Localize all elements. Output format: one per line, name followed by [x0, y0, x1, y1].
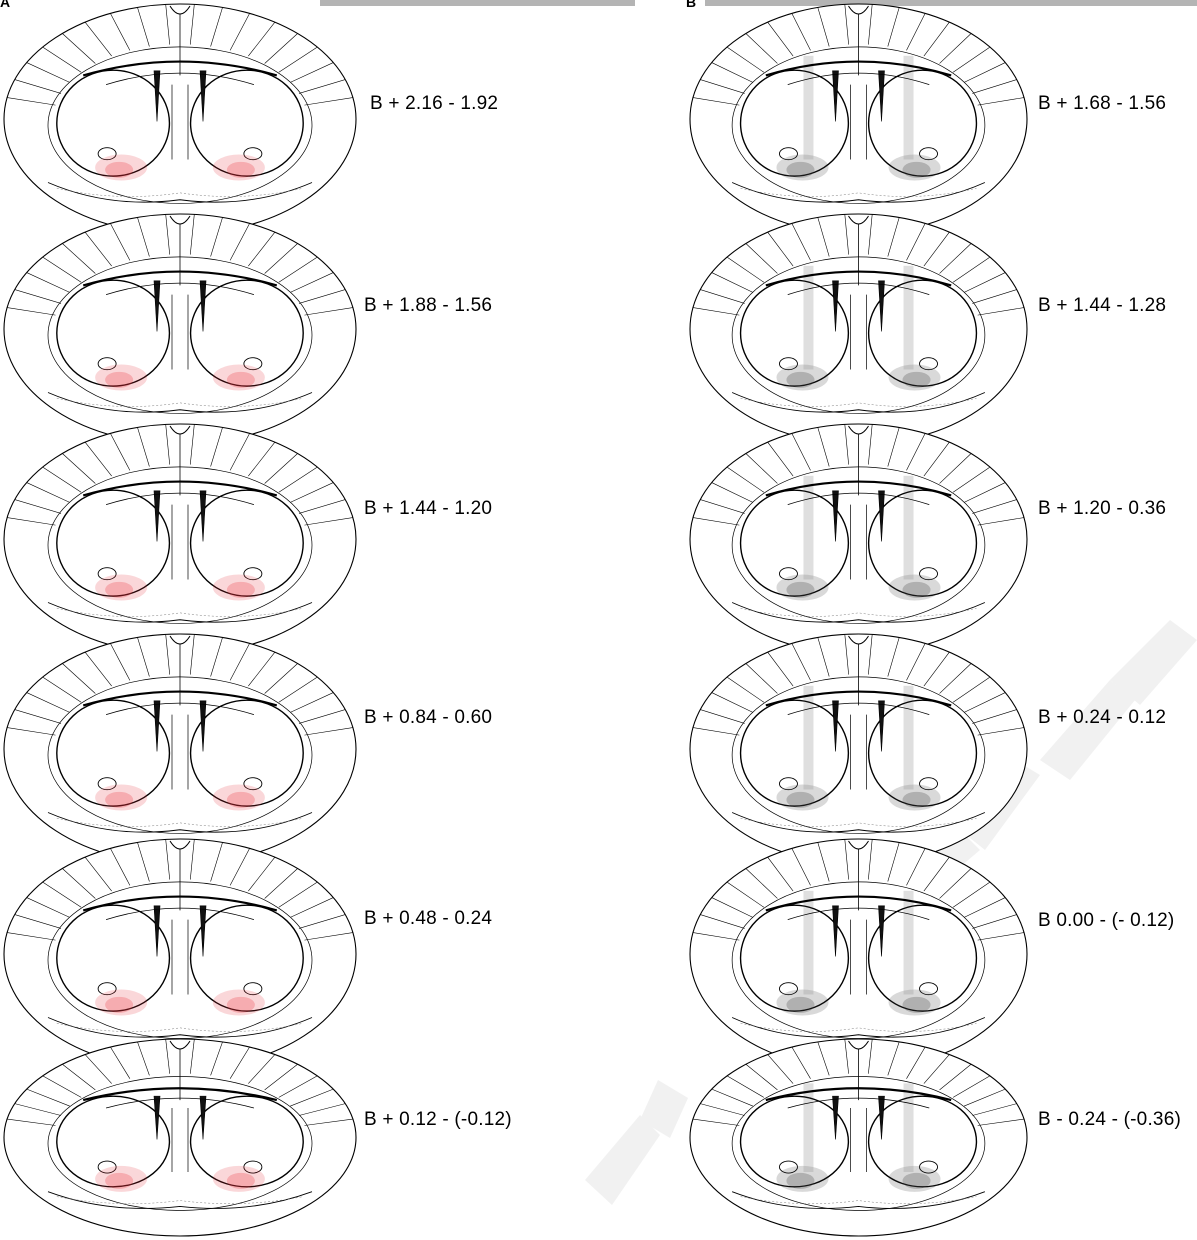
panel-a-letter: A: [0, 0, 11, 10]
panel-b: B + 1.68 - 1.56 B + 1.44 - 1.28 B + 1.20…: [686, 0, 1197, 1240]
brain-section-diagram: [3, 1038, 357, 1237]
brain-section-diagram: [3, 838, 357, 1070]
brain-section-diagram: [689, 3, 1028, 235]
section-a4: B + 0.84 - 0.60: [0, 630, 600, 875]
section-a5: B + 0.48 - 0.24: [0, 835, 600, 1070]
section-label: B + 0.24 - 0.12: [1038, 707, 1167, 728]
brain-section-diagram: [3, 213, 357, 445]
section-label: B + 1.20 - 0.36: [1038, 498, 1167, 519]
brain-section-diagram: [3, 3, 357, 235]
brain-section-diagram: [689, 633, 1028, 865]
section-b5: B 0.00 - (- 0.12): [686, 835, 1197, 1070]
panel-a-header-bar: [320, 0, 635, 6]
section-label: B + 1.68 - 1.56: [1038, 93, 1167, 114]
section-label: B + 0.48 - 0.24: [364, 908, 493, 929]
section-label: B + 1.88 - 1.56: [364, 295, 493, 316]
brain-section-diagram: [689, 838, 1028, 1070]
section-label: B + 1.44 - 1.20: [364, 498, 493, 519]
section-label: B + 1.44 - 1.28: [1038, 295, 1167, 316]
section-b1: B + 1.68 - 1.56: [686, 0, 1197, 245]
section-b2: B + 1.44 - 1.28: [686, 210, 1197, 455]
section-label: B 0.00 - (- 0.12): [1038, 910, 1175, 931]
panel-a: B + 2.16 - 1.92 B + 1.88 - 1.56 B + 1.44…: [0, 0, 600, 1240]
section-a6: B + 0.12 - (-0.12): [0, 1035, 600, 1240]
section-a3: B + 1.44 - 1.20: [0, 420, 600, 665]
section-a2: B + 1.88 - 1.56: [0, 210, 600, 455]
section-label: B + 0.12 - (-0.12): [364, 1109, 512, 1130]
section-label: B + 2.16 - 1.92: [370, 93, 499, 114]
brain-section-diagram: [689, 1038, 1028, 1237]
brain-section-diagram: [689, 423, 1028, 655]
section-label: B + 0.84 - 0.60: [364, 707, 493, 728]
section-b4: B + 0.24 - 0.12: [686, 630, 1197, 875]
brain-section-diagram: [3, 423, 357, 655]
section-a1: B + 2.16 - 1.92: [0, 0, 600, 245]
section-b3: B + 1.20 - 0.36: [686, 420, 1197, 665]
brain-section-diagram: [3, 633, 357, 865]
section-b6: B - 0.24 - (-0.36): [686, 1035, 1197, 1240]
panel-b-letter: B: [686, 0, 697, 10]
brain-section-diagram: [689, 213, 1028, 445]
section-label: B - 0.24 - (-0.36): [1038, 1109, 1181, 1130]
panel-b-header-bar: [705, 0, 1197, 6]
